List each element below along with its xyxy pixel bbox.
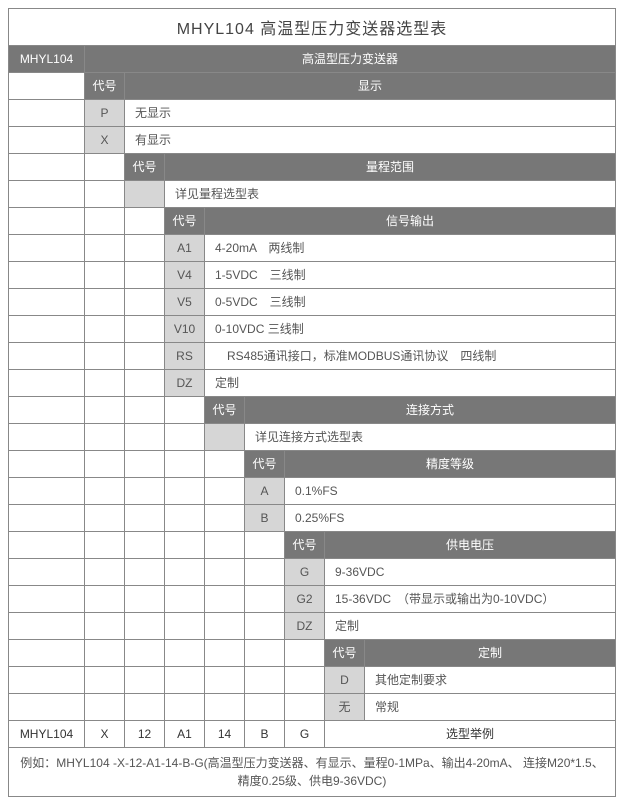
power-header: 供电电压 bbox=[325, 532, 615, 558]
output-option: V5 0-5VDC 三线制 bbox=[9, 289, 615, 316]
opt-code: V4 bbox=[165, 262, 205, 288]
opt-code: V5 bbox=[165, 289, 205, 315]
opt-code: V10 bbox=[165, 316, 205, 342]
opt-code bbox=[205, 424, 245, 450]
display-option: P 无显示 bbox=[9, 100, 615, 127]
opt-desc: 定制 bbox=[325, 613, 615, 639]
opt-desc: 4-20mA 两线制 bbox=[205, 235, 615, 261]
opt-code: P bbox=[85, 100, 125, 126]
opt-desc: 定制 bbox=[205, 370, 615, 396]
range-header: 量程范围 bbox=[165, 154, 615, 180]
code-label: 代号 bbox=[205, 397, 245, 423]
opt-desc: 无显示 bbox=[125, 100, 615, 126]
code-label: 代号 bbox=[85, 73, 125, 99]
output-option: V4 1-5VDC 三线制 bbox=[9, 262, 615, 289]
opt-code: DZ bbox=[165, 370, 205, 396]
opt-desc: 0.1%FS bbox=[285, 478, 615, 504]
accuracy-option: B 0.25%FS bbox=[9, 505, 615, 532]
custom-option: 无 常规 bbox=[9, 694, 615, 721]
accuracy-option: A 0.1%FS bbox=[9, 478, 615, 505]
display-header: 显示 bbox=[125, 73, 615, 99]
opt-code: 无 bbox=[325, 694, 365, 720]
opt-desc: 详见量程选型表 bbox=[165, 181, 615, 207]
opt-code: X bbox=[85, 127, 125, 153]
model-name: 高温型压力变送器 bbox=[85, 46, 615, 72]
opt-code: A1 bbox=[165, 235, 205, 261]
custom-option: D 其他定制要求 bbox=[9, 667, 615, 694]
output-header: 信号输出 bbox=[205, 208, 615, 234]
power-option: G2 15-36VDC （带显示或输出为0-10VDC） bbox=[9, 586, 615, 613]
opt-code: DZ bbox=[285, 613, 325, 639]
opt-desc: 其他定制要求 bbox=[365, 667, 615, 693]
footnote: 例如：MHYL104 -X-12-A1-14-B-G(高温型压力变送器、有显示、… bbox=[9, 748, 615, 796]
output-option: A1 4-20mA 两线制 bbox=[9, 235, 615, 262]
code-label: 代号 bbox=[165, 208, 205, 234]
power-option: G 9-36VDC bbox=[9, 559, 615, 586]
opt-code: D bbox=[325, 667, 365, 693]
example-label: 选型举例 bbox=[325, 721, 615, 747]
accuracy-header: 精度等级 bbox=[285, 451, 615, 477]
ex-cell: A1 bbox=[165, 721, 205, 747]
ex-cell: MHYL104 bbox=[9, 721, 85, 747]
code-label: 代号 bbox=[125, 154, 165, 180]
opt-desc: 有显示 bbox=[125, 127, 615, 153]
range-option: 详见量程选型表 bbox=[9, 181, 615, 208]
output-option: RS RS485通讯接口，标准MODBUS通讯协议 四线制 bbox=[9, 343, 615, 370]
code-label: 代号 bbox=[245, 451, 285, 477]
code-label: 代号 bbox=[285, 532, 325, 558]
model-row: MHYL104 高温型压力变送器 bbox=[9, 46, 615, 73]
opt-code bbox=[125, 181, 165, 207]
opt-code: A bbox=[245, 478, 285, 504]
opt-desc: 1-5VDC 三线制 bbox=[205, 262, 615, 288]
ex-cell: X bbox=[85, 721, 125, 747]
opt-code: RS bbox=[165, 343, 205, 369]
custom-header: 定制 bbox=[365, 640, 615, 666]
code-label: 代号 bbox=[325, 640, 365, 666]
model-code: MHYL104 bbox=[9, 46, 85, 72]
selection-table: MHYL104 高温型压力变送器选型表 MHYL104 高温型压力变送器 代号 … bbox=[8, 8, 616, 797]
opt-desc: RS485通讯接口，标准MODBUS通讯协议 四线制 bbox=[205, 343, 615, 369]
output-option: DZ 定制 bbox=[9, 370, 615, 397]
opt-desc: 0-10VDC 三线制 bbox=[205, 316, 615, 342]
example-row: MHYL104 X 12 A1 14 B G 选型举例 bbox=[9, 721, 615, 748]
ex-cell: B bbox=[245, 721, 285, 747]
table-title: MHYL104 高温型压力变送器选型表 bbox=[9, 9, 615, 46]
opt-desc: 0-5VDC 三线制 bbox=[205, 289, 615, 315]
opt-code: G2 bbox=[285, 586, 325, 612]
connection-header: 连接方式 bbox=[245, 397, 615, 423]
opt-code: B bbox=[245, 505, 285, 531]
ex-cell: G bbox=[285, 721, 325, 747]
opt-desc: 0.25%FS bbox=[285, 505, 615, 531]
power-option: DZ 定制 bbox=[9, 613, 615, 640]
opt-desc: 9-36VDC bbox=[325, 559, 615, 585]
ex-cell: 12 bbox=[125, 721, 165, 747]
display-option: X 有显示 bbox=[9, 127, 615, 154]
opt-code: G bbox=[285, 559, 325, 585]
opt-desc: 详见连接方式选型表 bbox=[245, 424, 615, 450]
ex-cell: 14 bbox=[205, 721, 245, 747]
opt-desc: 15-36VDC （带显示或输出为0-10VDC） bbox=[325, 586, 615, 612]
opt-desc: 常规 bbox=[365, 694, 615, 720]
output-option: V10 0-10VDC 三线制 bbox=[9, 316, 615, 343]
connection-option: 详见连接方式选型表 bbox=[9, 424, 615, 451]
